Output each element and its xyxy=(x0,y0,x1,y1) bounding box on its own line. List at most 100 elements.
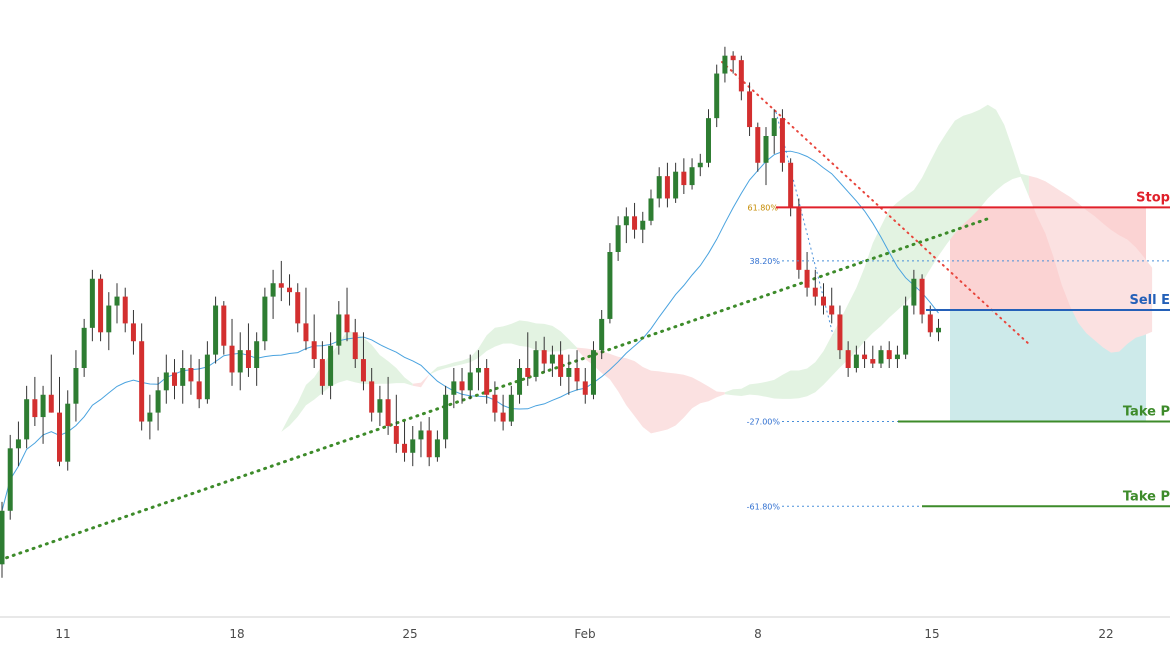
cloud-segment xyxy=(1028,175,1153,353)
candle xyxy=(574,350,580,391)
candle xyxy=(352,318,358,368)
candle xyxy=(730,51,736,74)
candle-body xyxy=(878,350,884,364)
candle xyxy=(697,153,703,177)
candle xyxy=(270,269,276,319)
candle-body xyxy=(574,368,580,382)
candle xyxy=(147,394,153,440)
candle xyxy=(344,287,350,342)
candle xyxy=(664,162,670,208)
candle xyxy=(763,127,769,186)
candle-body xyxy=(385,399,391,426)
candle xyxy=(640,211,646,244)
candle-body xyxy=(328,345,334,386)
candles xyxy=(0,46,942,578)
candle-body xyxy=(319,359,325,386)
ichimoku-cloud xyxy=(215,104,1153,511)
candle xyxy=(837,305,843,360)
candle xyxy=(377,385,383,426)
candle xyxy=(369,368,375,422)
candle-body xyxy=(714,73,720,119)
candle xyxy=(517,359,523,404)
candle-body xyxy=(755,127,761,163)
candle xyxy=(467,354,473,400)
x-tick-label: Feb xyxy=(574,627,595,641)
candle-body xyxy=(40,394,46,418)
ma-line xyxy=(1,150,939,511)
candle xyxy=(492,381,498,422)
order-label: Take P xyxy=(1123,405,1170,420)
candle xyxy=(541,336,547,373)
candle-body xyxy=(484,368,490,395)
candle xyxy=(163,354,169,404)
candle-body xyxy=(541,350,547,364)
candle-body xyxy=(369,381,375,413)
candle-body xyxy=(673,171,679,199)
candle xyxy=(615,216,621,261)
candle xyxy=(903,296,909,360)
candle-body xyxy=(517,368,523,395)
candle-body xyxy=(147,412,153,422)
candle xyxy=(894,345,900,368)
candle-body xyxy=(73,368,79,404)
candle xyxy=(755,122,761,172)
candle-body xyxy=(845,350,851,368)
candle xyxy=(689,158,695,190)
resistance-trendline xyxy=(721,61,1031,346)
candle xyxy=(295,283,301,333)
x-tick-label: 25 xyxy=(402,627,417,641)
candle-body xyxy=(114,296,120,306)
candle-body xyxy=(451,381,457,395)
candle-body xyxy=(254,341,260,368)
candle xyxy=(0,501,5,578)
candle-body xyxy=(393,426,399,444)
candle xyxy=(130,310,136,355)
candle xyxy=(500,394,506,431)
candle xyxy=(262,287,268,351)
candle xyxy=(632,202,638,239)
candle xyxy=(385,376,391,435)
candle-body xyxy=(607,252,613,319)
candle-body xyxy=(804,269,810,288)
moving-average xyxy=(1,150,939,511)
candle xyxy=(98,274,104,342)
candle-body xyxy=(779,118,785,163)
candle-body xyxy=(590,350,596,395)
candle-body xyxy=(344,314,350,333)
candle-body xyxy=(24,399,30,440)
candle-body xyxy=(927,314,933,333)
candle xyxy=(656,167,662,208)
candle xyxy=(114,283,120,324)
candle xyxy=(829,287,835,324)
candle xyxy=(319,341,325,395)
candle-body xyxy=(434,439,440,458)
candle-body xyxy=(287,287,293,293)
candle-body xyxy=(475,368,481,373)
candle-body xyxy=(262,296,268,342)
candle-body xyxy=(681,171,687,186)
candle-body xyxy=(697,162,703,168)
candle xyxy=(139,323,145,431)
candle-body xyxy=(829,305,835,315)
candle-body xyxy=(771,118,777,136)
candle xyxy=(213,296,219,364)
candle xyxy=(311,314,317,368)
candle xyxy=(245,323,251,377)
candle xyxy=(870,345,876,368)
candle-body xyxy=(870,359,876,364)
candle xyxy=(254,332,260,386)
candle xyxy=(287,274,293,306)
candle-body xyxy=(500,412,506,422)
candle xyxy=(558,341,564,386)
candle-body xyxy=(180,368,186,386)
candle-body xyxy=(853,354,859,368)
fib-level-label: -61.80% xyxy=(747,502,781,511)
candle xyxy=(336,301,342,355)
candle-body xyxy=(237,350,243,373)
candle xyxy=(188,354,194,395)
candle xyxy=(566,354,572,395)
candle xyxy=(673,162,679,203)
candle-body xyxy=(648,198,654,221)
